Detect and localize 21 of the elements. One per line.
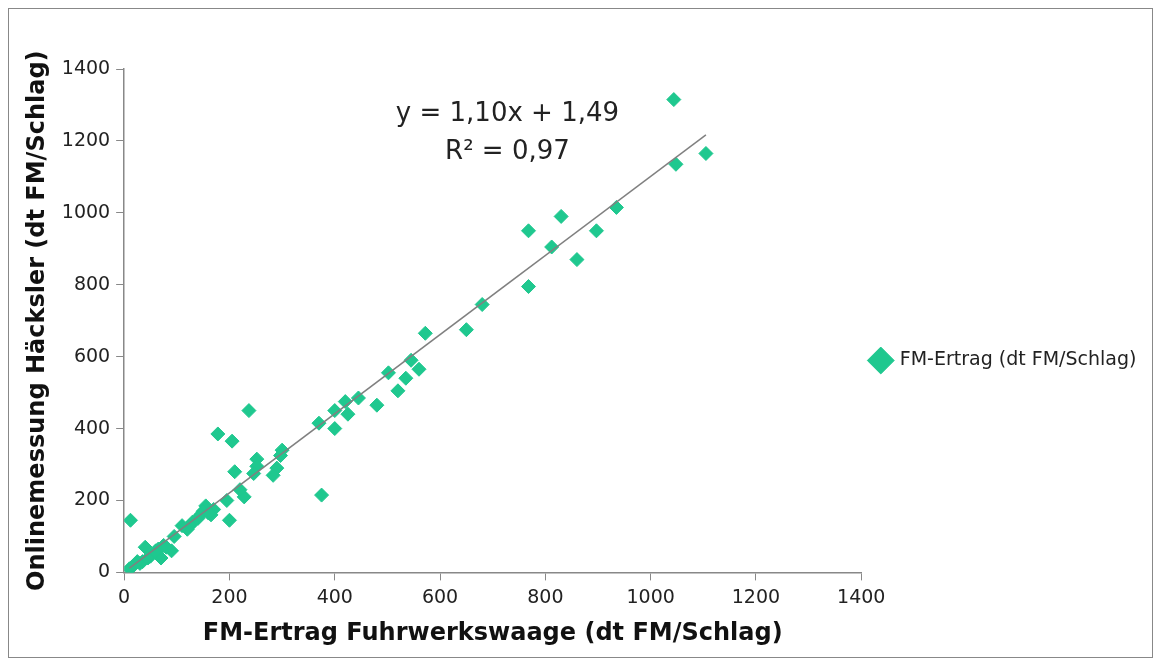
x-tick-label: 600 [421, 584, 459, 607]
legend-label: FM-Ertrag (dt FM/Schlag) [899, 347, 1137, 370]
annotation: R² = 0,97 [445, 134, 570, 165]
y-tick-label: 1000 [61, 199, 111, 222]
x-tick-label: 1000 [626, 584, 675, 607]
annotation: y = 1,10x + 1,49 [395, 96, 620, 127]
y-tick-label: 0 [98, 559, 111, 582]
x-tick-label: 1400 [837, 584, 886, 607]
y-tick-label: 800 [73, 271, 111, 294]
y-tick-label: 1400 [61, 55, 111, 78]
x-tick-label: 200 [211, 584, 248, 607]
x-tick-label: 1200 [731, 584, 781, 607]
x-tick-label: 0 [118, 584, 131, 607]
y-tick-label: 1200 [61, 127, 111, 150]
y-tick-label: 600 [73, 343, 111, 366]
y-tick-label: 400 [73, 415, 111, 438]
x-tick-label: 400 [316, 584, 353, 607]
y-tick-label: 200 [73, 487, 111, 510]
x-axis-title: FM-Ertrag Fuhrwerkswaage (dt FM/Schlag) [202, 617, 783, 646]
y-axis-title: Onlinemessung Häcksler (dt FM/Schlag) [21, 50, 50, 591]
x-tick-label: 800 [527, 584, 564, 607]
